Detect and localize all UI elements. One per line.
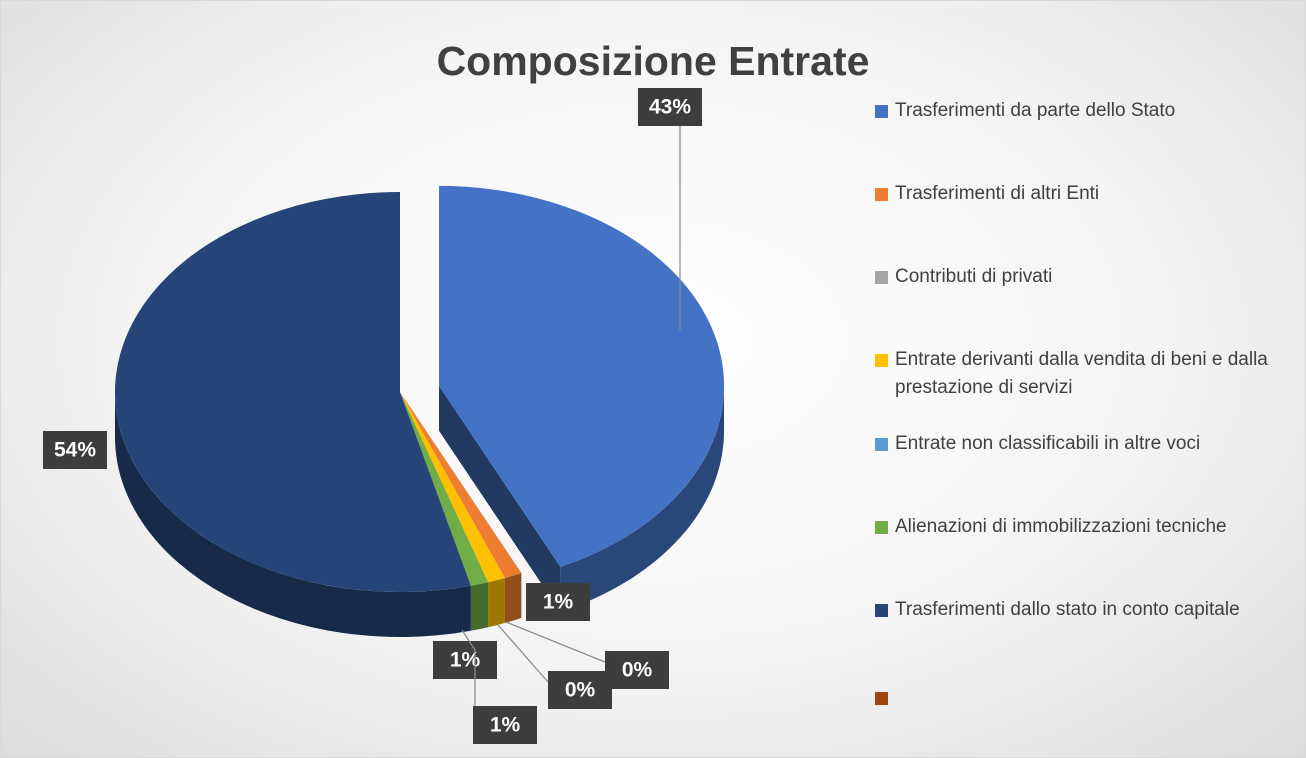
legend-label: Alienazioni di immobilizzazioni tecniche [895,516,1227,537]
leader-line [461,629,476,716]
data-label-box [473,706,537,744]
pie-sides [115,392,522,637]
legend-label: Trasferimenti da parte dello Stato [895,100,1176,121]
data-label: 43% [649,96,691,119]
leader-line [497,624,549,683]
data-label: 54% [54,439,96,462]
legend-label: Trasferimenti di altri Enti [895,183,1100,204]
legend-label: Trasferimenti dallo stato in conto capit… [895,599,1240,620]
chart-title: Composizione Entrate [436,38,870,84]
legend-swatch [875,692,888,705]
data-label: 0% [622,659,653,682]
slice-side [504,572,522,623]
slice-side [488,577,505,628]
leader-line [505,621,606,663]
legend-item: Trasferimenti dallo stato in conto capit… [875,596,1290,624]
data-label: 0% [565,679,596,702]
data-label-box [526,583,590,621]
slice [439,185,725,612]
legend-swatch [875,105,888,118]
legend-label: Contributi di privati [895,266,1053,287]
slice [470,582,489,631]
data-label: 1% [450,649,481,672]
legend-label: Entrate derivanti dalla vendita di beni … [895,349,1268,398]
data-label-box [548,671,612,709]
data-label: 1% [543,591,574,614]
data-label-box [638,88,702,126]
slice-side [560,385,725,612]
legend-swatch [875,604,888,617]
legend-swatch [875,271,888,284]
slice-top [400,392,522,578]
slice [488,577,505,628]
slice-top [114,192,471,592]
legend-label: Entrate non classificabili in altre voci [895,433,1201,454]
data-label-box [433,641,497,679]
slice [115,392,471,637]
data-label-box [605,651,669,689]
slice [504,572,522,623]
slice-side [470,582,489,631]
legend-item: Alienazioni di immobilizzazioni tecniche [875,513,1290,541]
legend-swatch [875,188,888,201]
legend-swatch [875,521,888,534]
legend-swatch [875,354,888,367]
legend-item: Trasferimenti di altri Enti [875,180,1290,208]
slice-top [439,185,725,567]
legend-item: Contributi di privati [875,263,1290,291]
slice-side [115,392,471,637]
legend-item: Trasferimenti da parte dello Stato [875,97,1290,125]
pie-tops [114,185,725,612]
legend-item: Entrate non classificabili in altre voci [875,430,1290,458]
slice-wall [439,385,561,612]
slice-top [400,392,505,583]
legend-swatch [875,438,888,451]
data-label: 1% [490,714,521,737]
data-label-box [43,431,107,469]
legend-item: Entrate derivanti dalla vendita di beni … [875,346,1290,402]
slice-top [400,392,489,586]
